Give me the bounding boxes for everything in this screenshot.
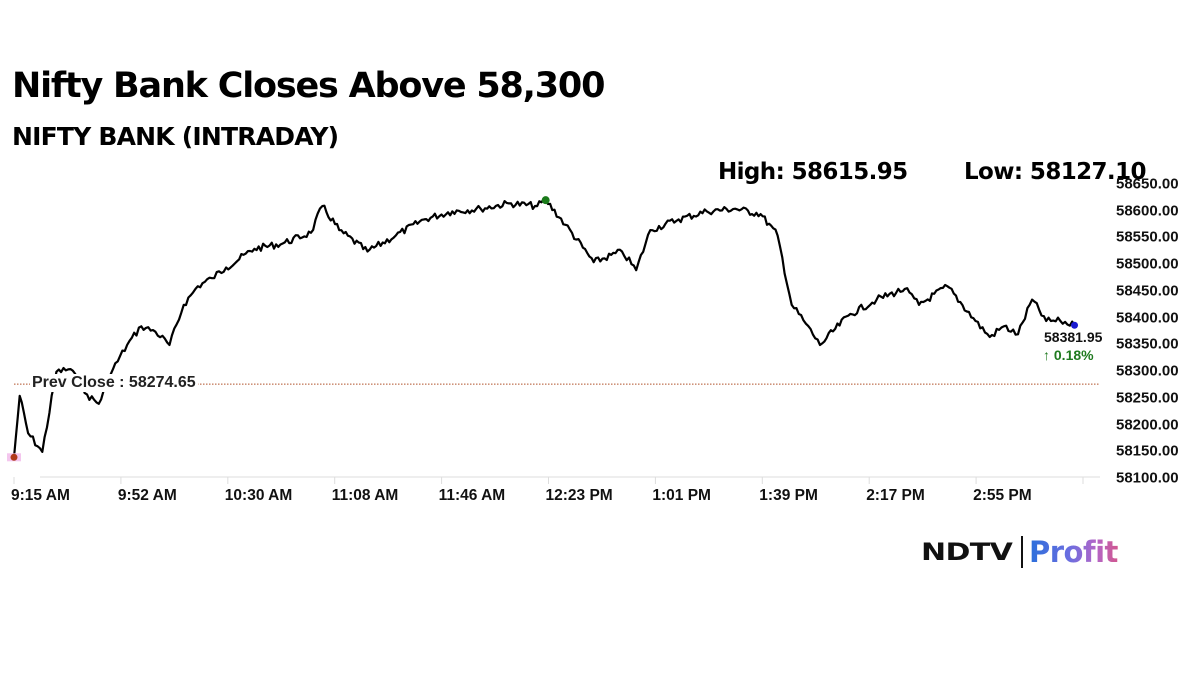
x-tick-label: 9:15 AM — [11, 487, 70, 504]
logo-brand: NDTV — [921, 538, 1013, 566]
x-tick-label: 11:46 AM — [438, 487, 506, 504]
x-tick-label: 9:52 AM — [117, 487, 177, 504]
last-price-label: 58381.95 — [1044, 329, 1103, 345]
y-tick-label: 58150.00 — [1116, 442, 1179, 460]
high-marker — [541, 196, 550, 205]
chart-subtitle: NIFTY BANK (INTRADAY) — [12, 122, 339, 151]
y-tick-label: 58650.00 — [1116, 175, 1179, 193]
y-tick-label: 58100.00 — [1116, 469, 1179, 487]
logo-divider — [1021, 536, 1023, 568]
y-tick-label: 58550.00 — [1116, 228, 1179, 246]
last-price-marker — [1071, 321, 1079, 329]
chart-title: Nifty Bank Closes Above 58,300 — [12, 66, 605, 106]
prev-close-label: Prev Close : 58274.65 — [30, 374, 198, 392]
x-tick-label: 2:55 PM — [973, 487, 1032, 504]
y-tick-label: 58400.00 — [1116, 309, 1179, 327]
y-tick-label: 58200.00 — [1116, 416, 1179, 434]
change-percent-label: ↑ 0.18% — [1043, 347, 1094, 363]
x-axis — [13, 476, 1100, 484]
logo-product: Profit — [1029, 535, 1118, 569]
y-tick-label: 58450.00 — [1116, 282, 1179, 300]
x-tick-label: 11:08 AM — [331, 487, 399, 504]
y-tick-label: 58300.00 — [1116, 362, 1179, 380]
price-line — [12, 198, 1076, 458]
open-marker — [10, 453, 18, 461]
x-tick-label: 1:01 PM — [652, 487, 711, 504]
day-high: High: 58615.95 — [718, 159, 908, 185]
x-tick-label: 2:17 PM — [866, 487, 925, 504]
y-tick-label: 58600.00 — [1116, 202, 1179, 220]
ndtv-profit-logo: NDTV Profit — [921, 535, 1118, 569]
y-tick-label: 58250.00 — [1116, 389, 1179, 407]
y-tick-label: 58500.00 — [1116, 255, 1179, 273]
x-tick-label: 12:23 PM — [545, 487, 613, 504]
y-tick-label: 58350.00 — [1116, 335, 1179, 353]
x-tick-label: 1:39 PM — [759, 487, 818, 504]
x-tick-label: 10:30 AM — [224, 487, 293, 504]
day-low: Low: 58127.10 — [964, 159, 1146, 185]
